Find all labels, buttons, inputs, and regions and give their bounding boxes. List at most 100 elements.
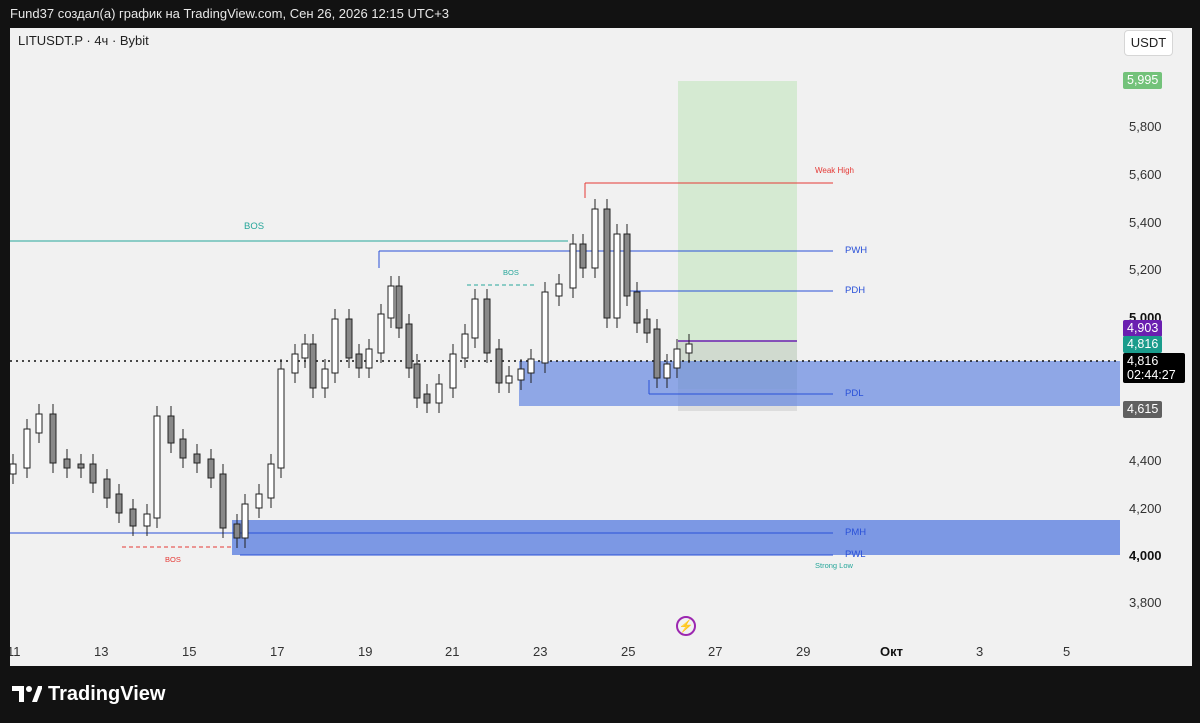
candle-body: [129, 508, 137, 527]
candles: [10, 199, 693, 548]
candle-body: [153, 415, 161, 519]
candle-body: [77, 463, 85, 469]
candle-body: [35, 413, 43, 434]
candle-body: [527, 358, 535, 374]
candle-body: [233, 523, 241, 539]
time-tick: 23: [533, 644, 548, 659]
time-tick: 11: [10, 644, 21, 659]
current-price-value: 4,816: [1127, 354, 1159, 368]
candle-body: [505, 375, 513, 384]
chart-canvas[interactable]: [10, 28, 1192, 666]
chart-area[interactable]: LITUSDT.P · 4ч · Bybit USDT 5,800 5,600 …: [10, 28, 1192, 666]
price-tick-4000: 4,000: [1129, 548, 1162, 563]
candle-body: [49, 413, 57, 464]
target-zone: [678, 81, 797, 389]
bos-label-top: BOS: [244, 221, 265, 232]
candle-body: [653, 328, 661, 379]
candle-body: [365, 348, 373, 369]
candle-body: [413, 363, 421, 399]
candle-body: [395, 285, 403, 329]
pmh-label: PMH: [845, 527, 867, 538]
candle-body: [179, 438, 187, 459]
candle-body: [309, 343, 317, 389]
time-tick: 5: [1063, 644, 1071, 659]
time-tick: 15: [182, 644, 197, 659]
price-tick-3800: 3,800: [1129, 595, 1162, 610]
top-caption-bar: Fund37 создал(а) график на TradingView.c…: [0, 0, 1200, 28]
target-price-badge: 5,995: [1123, 72, 1163, 89]
pwh-label: PWH: [845, 245, 868, 256]
candle-body: [579, 243, 587, 269]
last-price-badge: 4,816: [1123, 336, 1163, 353]
bos-label-mid: BOS: [503, 268, 519, 277]
time-tick: 17: [270, 644, 285, 659]
currency-button[interactable]: USDT: [1124, 30, 1173, 56]
candle-body: [673, 348, 681, 369]
bar-countdown: 02:44:27: [1127, 368, 1176, 382]
flash-icon[interactable]: ⚡: [676, 616, 696, 636]
pwl-label: PWL: [845, 549, 866, 560]
price-tick-5800: 5,800: [1129, 119, 1162, 134]
time-tick: 13: [94, 644, 109, 659]
time-tick: 27: [708, 644, 723, 659]
candle-body: [449, 353, 457, 389]
candle-body: [517, 368, 525, 381]
candle-body: [405, 323, 413, 369]
candle-body: [345, 318, 353, 359]
candle-body: [193, 453, 201, 464]
price-tick-4400: 4,400: [1129, 453, 1162, 468]
demand-zone-upper: [519, 361, 1120, 406]
candle-body: [267, 463, 275, 499]
candle-body: [387, 285, 395, 319]
candle-body: [355, 353, 363, 369]
candle-body: [23, 428, 31, 469]
candle-body: [423, 393, 431, 404]
candle-body: [435, 383, 443, 404]
pdl-label: PDL: [845, 388, 864, 399]
candle-body: [555, 283, 563, 297]
chart-caption: Fund37 создал(а) график на TradingView.c…: [10, 6, 450, 21]
current-price-badge: 4,816 02:44:27: [1123, 353, 1185, 383]
time-tick: 29: [796, 644, 811, 659]
demand-zone-lower: [232, 520, 1120, 555]
time-tick: 21: [445, 644, 460, 659]
candle-body: [167, 415, 175, 444]
candle-body: [63, 458, 71, 469]
candle-body: [207, 458, 215, 479]
candle-body: [461, 333, 469, 359]
candle-body: [219, 473, 227, 529]
price-tick-5200: 5,200: [1129, 262, 1162, 277]
candle-body: [541, 291, 549, 364]
pdh-label: PDH: [845, 285, 866, 296]
candle-body: [613, 233, 621, 319]
candle-body: [331, 318, 339, 374]
candle-body: [623, 233, 631, 297]
candle-body: [471, 298, 479, 339]
price-tick-5600: 5,600: [1129, 167, 1162, 182]
candle-body: [241, 503, 249, 539]
branding-bar: TradingView: [0, 666, 1200, 723]
entry-price-badge: 4,903: [1123, 320, 1163, 337]
weak-high-label: Weak High: [815, 166, 854, 175]
candle-body: [277, 368, 285, 469]
strong-low-label: Strong Low: [815, 561, 853, 570]
stop-price-badge: 4,615: [1123, 401, 1163, 418]
time-tick: 19: [358, 644, 373, 659]
candle-body: [301, 343, 309, 359]
symbol-title[interactable]: LITUSDT.P · 4ч · Bybit: [18, 33, 149, 48]
time-tick: 25: [621, 644, 636, 659]
time-tick: 3: [976, 644, 984, 659]
candle-body: [643, 318, 651, 334]
time-tick-month: Окт: [880, 644, 903, 659]
candle-body: [685, 343, 693, 354]
candle-body: [255, 493, 263, 509]
tradingview-logo-icon: [12, 686, 42, 702]
candle-body: [321, 368, 329, 389]
candle-body: [633, 291, 641, 324]
candle-body: [591, 208, 599, 269]
candle-body: [10, 463, 17, 475]
candle-body: [103, 478, 111, 499]
candle-body: [143, 513, 151, 527]
bos-label-low: BOS: [165, 555, 181, 564]
price-tick-4200: 4,200: [1129, 501, 1162, 516]
